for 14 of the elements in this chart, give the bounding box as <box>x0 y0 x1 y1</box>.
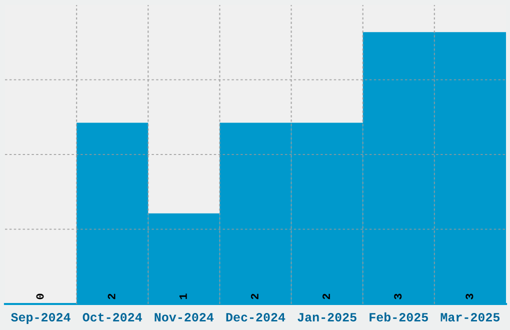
x-tick-label: Nov-2024 <box>154 313 214 322</box>
data-label: 3 <box>394 294 402 300</box>
data-label: 2 <box>322 294 330 300</box>
data-label: 2 <box>250 294 258 300</box>
data-label: 3 <box>466 294 474 300</box>
x-tick-label: Jan-2025 <box>298 313 356 322</box>
data-label: 2 <box>108 294 116 300</box>
data-label: 1 <box>179 294 187 300</box>
x-tick-label: Oct-2024 <box>82 313 142 322</box>
data-label: 0 <box>36 294 44 300</box>
x-tick-label: Sep-2024 <box>11 313 70 324</box>
x-tick-label: Feb-2025 <box>370 312 428 322</box>
x-tick-label: Dec-2024 <box>226 313 286 322</box>
x-tick-label: Mar-2025 <box>440 313 500 322</box>
